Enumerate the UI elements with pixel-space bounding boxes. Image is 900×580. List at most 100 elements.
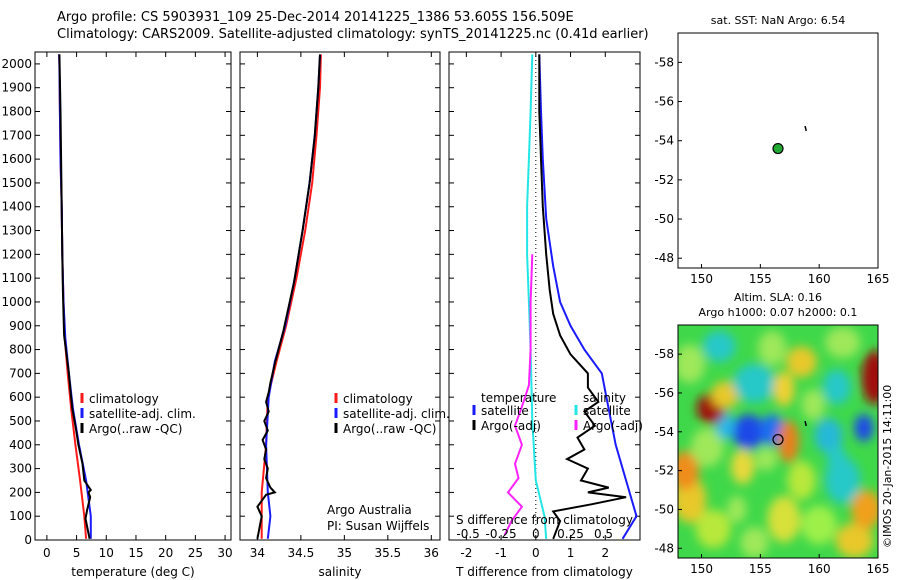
plot-frame <box>239 51 441 541</box>
y-tick-label: -52 <box>654 464 674 478</box>
y-tick-label: -58 <box>654 347 674 361</box>
y-tick-label: -50 <box>654 212 674 226</box>
heatmap-blob <box>760 414 784 446</box>
y-tick-label: 1100 <box>1 271 32 285</box>
legend-label: Argo(..raw -QC) <box>89 422 182 436</box>
y-tick-label: -48 <box>654 251 674 265</box>
y-tick-label: 0 <box>24 533 32 547</box>
heatmap-blob <box>827 445 847 473</box>
figure-title-line2: Climatology: CARS2009. Satellite-adjuste… <box>57 27 649 42</box>
y-tick-label: 400 <box>9 438 32 452</box>
map-frame <box>677 32 879 269</box>
heatmap-blob <box>778 420 800 463</box>
map-title: sat. SST: NaN Argo: 6.54 <box>711 14 845 27</box>
series-line-temperature-satellite <box>538 54 638 540</box>
heatmap-blob <box>850 490 878 529</box>
series-line-salinity-argo-adj- <box>503 254 534 536</box>
x-tick-label: 10 <box>99 546 114 560</box>
map-title: Altim. SLA: 0.16 <box>734 291 822 304</box>
top-tick-label: 0.25 <box>557 527 584 541</box>
plot-frame <box>448 51 641 541</box>
y-tick-label: 800 <box>9 343 32 357</box>
series-line-argo-raw-qc- <box>256 54 321 539</box>
x-tick-label: -1 <box>495 546 507 560</box>
annotation-text: PI: Susan Wijffels <box>327 519 429 533</box>
heatmap-blob <box>710 381 740 409</box>
heatmap-blob <box>822 369 851 405</box>
legend-label: satellite-adj. clim. <box>89 407 196 421</box>
top-tick-label: -0.25 <box>486 527 517 541</box>
heatmap-field <box>678 325 878 558</box>
y-tick-label: 1500 <box>1 176 32 190</box>
heatmap-blob <box>854 414 874 442</box>
profile-panel-2: -2 -1 0 1 2 T difference from climatology -0.5… <box>448 51 643 579</box>
x-tick-label: 34 <box>250 546 265 560</box>
x-tick-label: 0 <box>43 546 51 560</box>
x-tick-label: 2 <box>601 546 609 560</box>
figure-title-line1: Argo profile: CS 5903931_109 25-Dec-2014… <box>57 10 574 25</box>
heatmap-blob <box>758 330 787 366</box>
heatmap-blob <box>678 451 700 491</box>
y-tick-label: -50 <box>654 502 674 516</box>
legend-label: climatology <box>343 392 413 406</box>
heatmap-blob <box>695 509 731 549</box>
legend-label: Argo(-adj) <box>481 419 541 433</box>
heatmap-blob <box>767 495 801 543</box>
legend-header: salinity <box>583 391 626 405</box>
y-tick-label: 900 <box>9 319 32 333</box>
y-tick-label: 600 <box>9 390 32 404</box>
x-axis-label: T difference from climatology <box>455 565 633 579</box>
map-panel-4: Altim. SLA: 0.16 Argo h1000: 0.07 h2000: … <box>654 291 889 576</box>
heatmap-blob <box>732 414 766 450</box>
map-frame <box>677 324 879 559</box>
x-tick-label: 25 <box>188 546 203 560</box>
heatmap-blob <box>801 389 826 421</box>
x-tick-label: 160 <box>808 272 831 286</box>
y-tick-label: 500 <box>9 414 32 428</box>
x-tick-label: 0 <box>532 546 540 560</box>
x-tick-label: 155 <box>749 562 772 576</box>
argo-position-marker <box>772 433 784 446</box>
y-tick-label: 1400 <box>1 200 32 214</box>
heatmap-blob <box>786 346 817 378</box>
map-panel-3: sat. SST: NaN Argo: 6.54 150 155 160 165 -48 -… <box>654 14 889 286</box>
heatmap-blob <box>702 330 736 362</box>
top-tick-label: 0.5 <box>594 527 613 541</box>
track-mark <box>804 420 807 427</box>
series-line-salinity-satellite <box>526 54 548 539</box>
y-tick-label: -52 <box>654 173 674 187</box>
y-tick-label: -54 <box>654 134 674 148</box>
y-tick-label: 1200 <box>1 247 32 261</box>
x-tick-label: 20 <box>158 546 173 560</box>
legend-header: temperature <box>481 391 556 405</box>
x-tick-label: 35 <box>337 546 352 560</box>
y-tick-label: -54 <box>654 425 674 439</box>
x-tick-label: 165 <box>867 562 890 576</box>
series-line-argo-raw-qc- <box>58 54 93 539</box>
heatmap-blob <box>755 447 777 471</box>
heatmap-blob <box>690 427 724 467</box>
x-tick-label: 34.5 <box>288 546 315 560</box>
argo-position-marker <box>772 142 784 155</box>
x-tick-label: 36 <box>424 546 439 560</box>
heatmap-blob <box>730 449 755 485</box>
x-tick-label: 160 <box>808 562 831 576</box>
x-tick-label: 165 <box>867 272 890 286</box>
x-tick-label: 5 <box>73 546 81 560</box>
legend-label: climatology <box>89 392 159 406</box>
y-tick-label: -56 <box>654 386 674 400</box>
x-tick-label: 35.5 <box>374 546 401 560</box>
x-axis-label: temperature (deg C) <box>71 565 194 579</box>
legend-label: satellite <box>583 404 631 418</box>
heatmap-blob <box>801 505 837 545</box>
x-tick-label: 15 <box>128 546 143 560</box>
map-title: Argo h1000: 0.07 h2000: 0.1 <box>699 306 858 319</box>
y-tick-label: 1800 <box>1 105 32 119</box>
heatmap-blob <box>814 418 843 454</box>
x-tick-label: 30 <box>217 546 232 560</box>
heatmap-blob <box>825 326 861 359</box>
heatmap-blob <box>773 371 795 407</box>
series-line-temperature-argo-adj- <box>538 54 627 540</box>
